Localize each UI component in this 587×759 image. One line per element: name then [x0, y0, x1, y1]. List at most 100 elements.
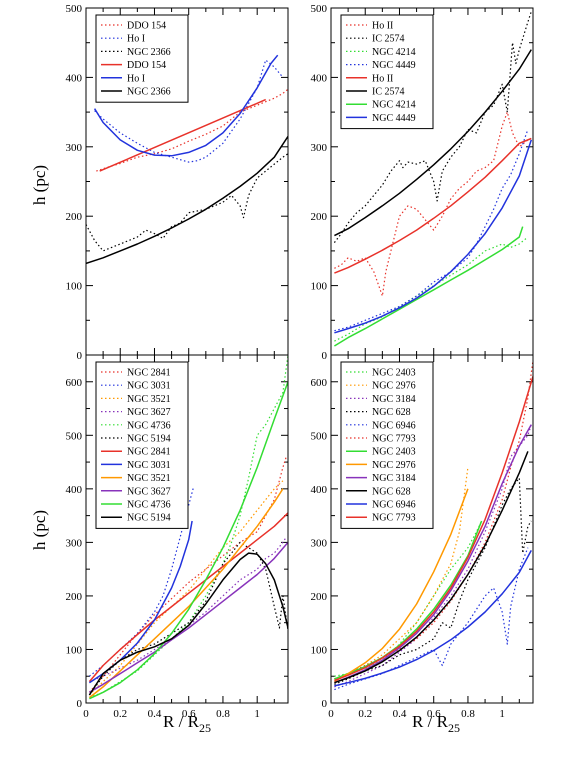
- ytick-label: 0: [77, 350, 83, 362]
- xlabel-right-main: R / R: [412, 712, 449, 731]
- legend-label: Ho I: [127, 34, 145, 45]
- xtick-label: 0.4: [393, 708, 407, 720]
- legend-label: NGC 4214: [372, 47, 416, 58]
- ylabel-top: h (pc): [30, 165, 49, 205]
- xtick-label: 0.8: [461, 708, 475, 720]
- xtick-label: 0.2: [358, 708, 372, 720]
- series-group: [333, 11, 533, 347]
- series-line-solid-ngc-2976: [334, 488, 469, 683]
- legend-label: DDO 154: [127, 60, 166, 71]
- legend-label: NGC 3184: [372, 394, 416, 405]
- legend-label: NGC 3627: [127, 407, 171, 418]
- legend-box: [95, 361, 189, 529]
- ytick-label: 400: [66, 484, 83, 496]
- legend-label: NGC 2366: [127, 47, 171, 58]
- xtick-label: 0: [83, 708, 89, 720]
- series-line-solid-ngc-2841: [88, 512, 288, 683]
- xtick-label: 0.6: [182, 708, 196, 720]
- series-line-dotted-ic-2574: [333, 11, 532, 243]
- series-group: [334, 360, 533, 691]
- legend-label: NGC 3031: [127, 460, 171, 471]
- xtick-label: 0.2: [113, 708, 127, 720]
- legend-label: Ho II: [372, 21, 393, 32]
- series-line-solid-ngc-3521: [88, 488, 284, 699]
- ytick-label: 0: [322, 350, 328, 362]
- series-group: [86, 54, 288, 265]
- ytick-label: 300: [311, 537, 328, 549]
- legend-label: NGC 2403: [372, 368, 416, 379]
- legend-label: NGC 3521: [127, 394, 171, 405]
- legend-label: Ho II: [372, 73, 393, 84]
- series-line-dotted-ngc-5194: [88, 541, 288, 696]
- series-line-solid-ngc-7793: [334, 376, 533, 682]
- legend-label: Ho I: [127, 73, 145, 84]
- xtick-label: 0: [328, 708, 334, 720]
- series-line-solid-ngc-4449: [334, 139, 533, 334]
- series-group: [88, 355, 288, 700]
- series-line-dotted-ngc-7793: [334, 360, 533, 680]
- ylabel-bottom: h (pc): [30, 510, 49, 550]
- series-line-solid-ngc-628: [334, 451, 529, 684]
- ytick-label: 600: [66, 377, 83, 389]
- series-line-solid-ngc-2403: [334, 520, 483, 680]
- legend-label: NGC 2976: [372, 460, 416, 471]
- legend-label: NGC 4736: [127, 420, 171, 431]
- ytick-label: 500: [66, 430, 83, 442]
- legend-label: NGC 3184: [372, 473, 416, 484]
- legend-box: [340, 14, 434, 130]
- legend-label: NGC 4449: [372, 113, 416, 124]
- xtick-label: 0.6: [427, 708, 441, 720]
- series-line-solid-ngc-3184: [334, 424, 532, 684]
- series-line-solid-ngc-2366: [86, 135, 288, 265]
- ytick-label: 200: [311, 211, 328, 223]
- ytick-label: 300: [66, 142, 83, 154]
- series-line-solid-ngc-5194: [88, 552, 288, 696]
- legend-label: NGC 6946: [372, 500, 416, 511]
- legend-label: NGC 4449: [372, 60, 416, 71]
- ytick-label: 100: [66, 644, 83, 656]
- xtick-label: 0.4: [148, 708, 162, 720]
- ytick-label: 200: [311, 591, 328, 603]
- series-line-solid-ngc-3627: [89, 541, 288, 693]
- legend-label: NGC 2403: [372, 447, 416, 458]
- ytick-label: 100: [311, 644, 328, 656]
- legend-label: NGC 7793: [372, 434, 416, 445]
- legend-label: NGC 3031: [127, 381, 171, 392]
- ytick-label: 600: [311, 377, 328, 389]
- series-line-solid-ho-i: [93, 54, 279, 157]
- legend-label: NGC 2841: [127, 447, 171, 458]
- xlabel-left-sub: 25: [199, 721, 211, 735]
- plot-frame: [330, 354, 534, 704]
- ytick-label: 400: [311, 484, 328, 496]
- legend-label: NGC 628: [372, 486, 411, 497]
- xlabel-right-sub: 25: [448, 721, 460, 735]
- legend-label: NGC 4736: [127, 500, 171, 511]
- series-line-dotted-ho-ii: [334, 111, 529, 297]
- ytick-label: 0: [77, 698, 83, 710]
- xtick-label: 1: [254, 708, 260, 720]
- legend-label: NGC 5194: [127, 513, 171, 524]
- ytick-label: 0: [322, 698, 328, 710]
- ytick-label: 500: [66, 3, 83, 15]
- legend-label: IC 2574: [372, 34, 405, 45]
- legend-label: NGC 2976: [372, 381, 416, 392]
- legend-label: NGC 4214: [372, 100, 416, 111]
- legend-label: IC 2574: [372, 87, 405, 98]
- xlabel-left: R / R25: [163, 712, 211, 735]
- series-line-dotted-ngc-3627: [89, 536, 287, 683]
- xtick-label: 0.8: [216, 708, 230, 720]
- series-line-solid-ddo-154: [99, 98, 266, 172]
- series-line-dotted-ngc-4449: [334, 129, 529, 332]
- series-line-dotted-ngc-628: [334, 477, 532, 685]
- ytick-label: 200: [66, 591, 83, 603]
- series-line-dotted-ngc-4214: [334, 236, 529, 342]
- panel-bottom-left: 0 100 200 300 400 500 600 0 0.2 0.4 0.6 0.8 1 NGC 284…: [66, 354, 289, 720]
- ytick-label: 500: [311, 430, 328, 442]
- xlabel-right: R / R25: [412, 712, 460, 735]
- series-line-solid-ngc-4736: [89, 381, 288, 700]
- series-line-dotted-ngc-2403: [334, 520, 483, 677]
- plot-frame: [85, 354, 289, 704]
- xtick-label: 1: [499, 708, 505, 720]
- legend-box: [340, 361, 434, 529]
